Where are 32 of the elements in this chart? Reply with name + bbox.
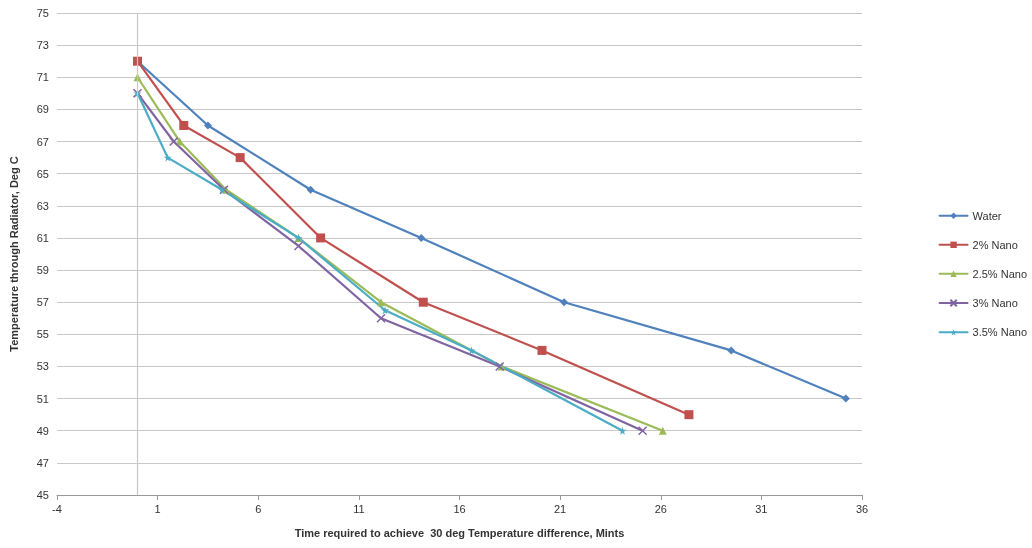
x-tick-label: 31 (755, 502, 768, 515)
x-tick-label: 1 (154, 502, 161, 515)
x-axis-title: Time required to achieve 30 deg Temperature difference, Mints (294, 526, 625, 539)
y-tick-label: 61 (36, 231, 49, 244)
y-tick-label: 51 (36, 392, 49, 405)
y-tick-label: 59 (36, 264, 49, 277)
legend-label: Water (972, 209, 1002, 222)
x-tick-label: 26 (654, 502, 667, 515)
y-axis-title: Temperature through Radiator, Deg C (7, 156, 20, 352)
y-tick-label: 55 (36, 328, 49, 341)
y-tick-label: 53 (36, 360, 49, 373)
y-tick-label: 63 (36, 199, 49, 212)
x-tick-label: -4 (52, 502, 62, 515)
y-tick-label: 65 (36, 167, 49, 180)
y-tick-label: 57 (36, 296, 49, 309)
y-tick-label: 71 (36, 71, 49, 84)
y-tick-label: 73 (36, 39, 49, 52)
x-tick-label: 11 (353, 502, 365, 515)
y-tick-label: 45 (36, 489, 49, 501)
legend-label: 2% Nano (972, 238, 1018, 251)
y-tick-label: 75 (36, 7, 49, 19)
legend-label: 3% Nano (972, 297, 1018, 309)
x-tick-label: 36 (855, 502, 869, 515)
legend-label: 3.5% Nano (972, 326, 1028, 339)
y-tick-label: 49 (36, 424, 49, 437)
y-tick-label: 69 (36, 103, 49, 116)
legend-label: 2.5% Nano (972, 267, 1028, 280)
x-tick-label: 6 (255, 502, 262, 515)
x-tick-label: 16 (453, 502, 466, 515)
x-tick-label: 21 (554, 502, 567, 515)
y-tick-label: 47 (36, 456, 49, 469)
y-tick-label: 67 (36, 135, 49, 148)
